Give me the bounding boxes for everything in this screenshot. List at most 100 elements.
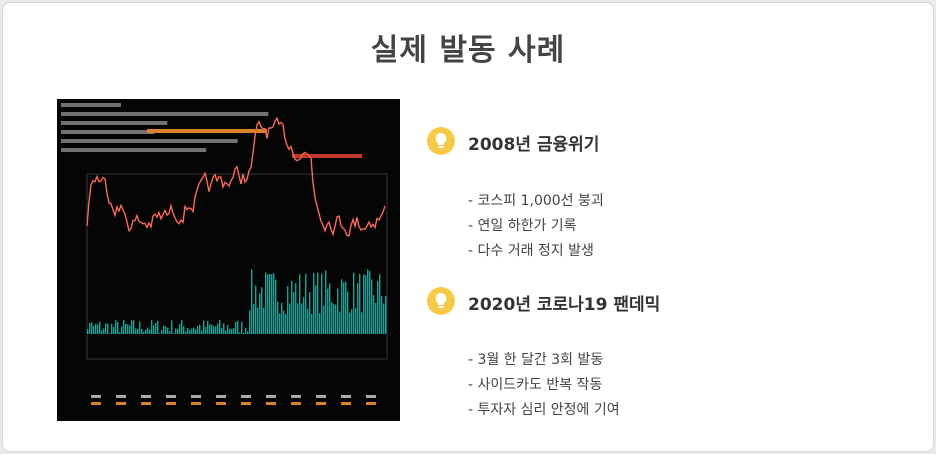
decoration: [291, 395, 301, 398]
decoration: [115, 320, 117, 334]
decoration: [367, 269, 369, 334]
decoration: [293, 291, 295, 334]
decoration: [241, 395, 251, 398]
decoration: [313, 272, 315, 334]
decoration: [366, 402, 376, 405]
decoration: [89, 322, 91, 334]
decoration: [319, 313, 321, 334]
decoration: [211, 324, 213, 334]
decoration: [361, 312, 363, 334]
decoration: [247, 331, 249, 334]
decoration: [271, 274, 273, 334]
decoration: [311, 313, 313, 334]
decoration: [349, 312, 351, 334]
decoration: [327, 288, 329, 334]
decoration: [111, 323, 113, 334]
decoration: [109, 333, 111, 334]
decoration: [235, 322, 237, 334]
bulb-icon: [427, 287, 455, 315]
decoration: [167, 327, 169, 334]
decoration: [191, 402, 201, 405]
decoration: [61, 139, 238, 143]
decoration: [216, 402, 226, 405]
decoration: [316, 402, 326, 405]
decoration: [175, 328, 177, 334]
decoration: [61, 103, 122, 107]
decoration: [341, 402, 351, 405]
decoration: [323, 305, 325, 334]
decoration: [191, 395, 201, 398]
decoration: [353, 272, 355, 334]
decoration: [381, 296, 383, 334]
decoration: [261, 287, 263, 334]
decoration: [241, 402, 251, 405]
decoration: [107, 323, 109, 334]
decoration: [61, 148, 207, 152]
decoration: [143, 331, 145, 334]
decoration: [371, 279, 373, 334]
decoration: [103, 328, 105, 334]
decoration: [279, 313, 281, 334]
decoration: [179, 324, 181, 334]
decoration: [195, 329, 197, 334]
decoration: [97, 324, 99, 334]
decoration: [159, 333, 161, 334]
decoration: [337, 288, 339, 334]
decoration: [266, 402, 276, 405]
decoration: [267, 274, 269, 334]
decoration: [351, 309, 353, 334]
decoration: [116, 402, 126, 405]
decoration: [61, 121, 168, 125]
decoration: [341, 395, 351, 398]
decoration: [91, 322, 93, 334]
decoration: [285, 313, 287, 334]
decoration: [345, 281, 347, 334]
decoration: [119, 332, 121, 334]
decoration: [151, 319, 153, 334]
decoration: [135, 328, 137, 334]
decoration: [91, 402, 101, 405]
decoration: [325, 270, 327, 334]
decoration: [289, 303, 291, 334]
decoration: [197, 326, 199, 334]
decoration: [283, 310, 285, 334]
decoration: [379, 274, 381, 334]
decoration: [373, 295, 375, 334]
decoration: [166, 402, 176, 405]
decoration: [203, 320, 205, 334]
decoration: [139, 321, 141, 334]
decoration: [99, 321, 101, 334]
decoration: [291, 402, 301, 405]
decoration: [343, 282, 345, 334]
decoration: [185, 331, 187, 334]
decoration: [129, 325, 131, 334]
decoration: [355, 308, 357, 334]
decoration: [265, 272, 267, 334]
decoration: [105, 323, 107, 334]
decoration: [383, 303, 385, 334]
decoration: [133, 320, 135, 334]
decoration: [243, 332, 245, 334]
decoration: [363, 274, 365, 334]
decoration: [166, 395, 176, 398]
decoration: [299, 274, 301, 334]
decoration: [257, 307, 259, 334]
decoration: [269, 273, 271, 334]
decoration: [333, 303, 335, 334]
decoration: [189, 329, 191, 334]
decoration: [287, 286, 289, 334]
decoration: [245, 327, 247, 334]
decoration: [125, 323, 127, 334]
decoration: [277, 301, 279, 334]
decoration: [145, 329, 147, 334]
section-heading: 2008년 금융위기: [468, 135, 600, 155]
decoration: [165, 326, 167, 334]
decoration: [369, 271, 371, 334]
decoration: [266, 395, 276, 398]
decoration: [281, 302, 283, 334]
decoration: [141, 329, 143, 334]
decoration: [321, 273, 323, 334]
decoration: [187, 327, 189, 334]
